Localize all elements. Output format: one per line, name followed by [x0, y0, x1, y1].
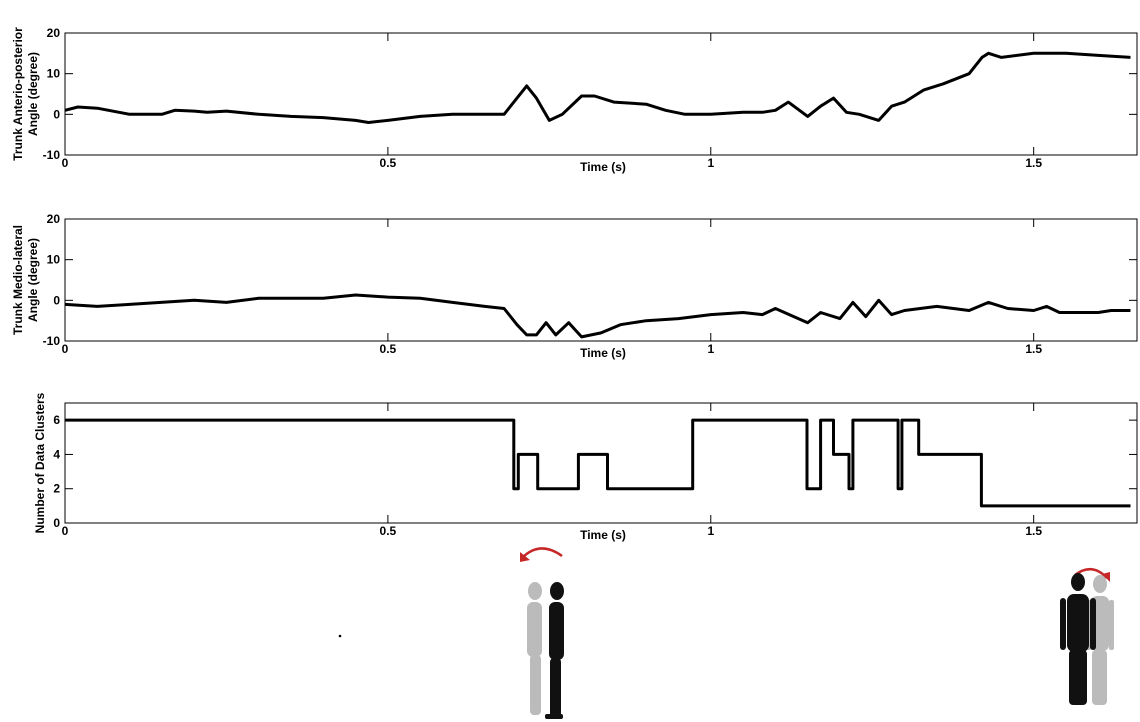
y-axis-label: Trunk Anterio-posterior: [11, 27, 25, 161]
dot: [339, 635, 342, 638]
figure: 00.511.5-1001020Time (s)Trunk Anterio-po…: [0, 0, 1140, 722]
x-tick-label: 0: [62, 342, 69, 356]
x-tick-label: 0.5: [380, 342, 397, 356]
data-line: [65, 295, 1131, 337]
y-axis-label: Angle (degree): [26, 52, 40, 136]
x-tick-label: 1: [707, 342, 714, 356]
axes-box: [65, 33, 1137, 155]
y-tick-label: -10: [43, 148, 61, 162]
y-tick-label: 20: [47, 212, 61, 226]
y-tick-label: 2: [53, 482, 60, 496]
x-axis-label: Time (s): [580, 346, 626, 360]
arrow-back: [522, 548, 562, 558]
y-tick-label: 10: [47, 253, 61, 267]
x-axis-label: Time (s): [580, 160, 626, 174]
y-tick-label: 0: [53, 293, 60, 307]
illustrations: [339, 548, 1114, 719]
y-tick-label: -10: [43, 334, 61, 348]
y-tick-label: 20: [47, 26, 61, 40]
x-tick-label: 0: [62, 156, 69, 170]
x-tick-label: 1.5: [1025, 524, 1042, 538]
x-tick-label: 1.5: [1025, 156, 1042, 170]
x-tick-label: 1.5: [1025, 342, 1042, 356]
y-tick-label: 0: [53, 107, 60, 121]
data-line: [65, 420, 1131, 506]
y-tick-label: 10: [47, 67, 61, 81]
y-axis-label: Angle (degree): [26, 238, 40, 322]
y-tick-label: 4: [53, 447, 60, 461]
axes-box: [65, 219, 1137, 341]
x-axis-label: Time (s): [580, 528, 626, 542]
y-tick-label: 6: [53, 413, 60, 427]
x-tick-label: 0.5: [380, 524, 397, 538]
y-axis-label: Trunk Medio-lateral: [11, 225, 25, 335]
data-line: [65, 53, 1131, 122]
silhouette-side-ghost: [527, 582, 542, 715]
silhouette-side: [545, 582, 564, 719]
x-tick-label: 0: [62, 524, 69, 538]
silhouette-front: [1060, 573, 1096, 705]
x-tick-label: 1: [707, 156, 714, 170]
y-axis-label: Number of Data Clusters: [33, 392, 47, 533]
y-tick-label: 0: [53, 516, 60, 530]
x-tick-label: 1: [707, 524, 714, 538]
x-tick-label: 0.5: [380, 156, 397, 170]
